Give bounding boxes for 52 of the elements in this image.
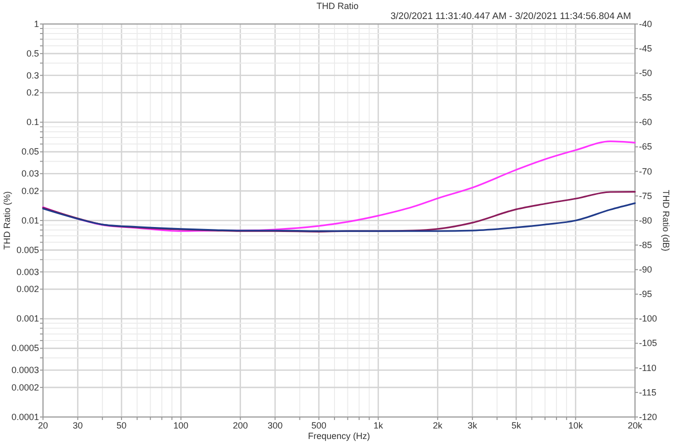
- y2-tick-label: -105: [639, 338, 658, 348]
- x-tick-label: 50: [116, 420, 127, 430]
- chart-title: THD Ratio: [316, 1, 359, 11]
- y2-tick-label: -90: [639, 264, 652, 275]
- y2-tick-label: -120: [639, 412, 658, 422]
- y-tick-label: 0.0003: [11, 365, 39, 376]
- y2-tick-label: -80: [639, 215, 652, 226]
- y2-tick-label: -110: [639, 362, 656, 373]
- x-tick-label: 10k: [568, 420, 584, 430]
- y2-tick-label: -75: [639, 190, 652, 201]
- y2-tick-label: -70: [639, 166, 652, 176]
- y2-tick-label: -95: [639, 289, 652, 300]
- y-tick-label: 0.002: [16, 284, 39, 294]
- x-tick-label: 1k: [374, 420, 384, 430]
- x-tick-label: 3k: [468, 420, 478, 430]
- y-tick-label: 0.0002: [11, 382, 39, 392]
- y-tick-label: 0.03: [21, 168, 39, 179]
- y2-tick-label: -115: [639, 387, 656, 398]
- x-tick-label: 20: [38, 420, 48, 430]
- x-tick-label: 5k: [511, 420, 522, 430]
- y-tick-label: 0.3: [26, 70, 39, 80]
- x-tick-label: 100: [173, 420, 188, 430]
- y-tick-label: 0.001: [16, 314, 39, 324]
- y-tick-label: 0.02: [21, 186, 39, 196]
- text: 3/20/2021 11:31:40.447 AM - 3/20/2021 11:34:56.804 AM: [390, 11, 632, 22]
- y-tick-label: 0.005: [16, 244, 39, 255]
- y2-tick-label: -50: [639, 68, 652, 78]
- y2-tick-label: -55: [639, 92, 652, 103]
- y2-axis-title: THD Ratio (dB): [661, 190, 671, 252]
- y-tick-label: 0.01: [21, 215, 39, 226]
- y-axis-title: THD Ratio (%): [2, 191, 12, 250]
- y-tick-label: 0.0001: [11, 412, 39, 422]
- y-tick-label: 1: [34, 18, 39, 29]
- y-tick-label: 0.1: [26, 117, 39, 128]
- y2-tick-label: -60: [639, 117, 652, 128]
- y-tick-label: 0.05: [21, 146, 39, 157]
- x-tick-label: 20k: [628, 420, 643, 430]
- x-axis-title: Frequency (Hz): [308, 431, 370, 441]
- x-tick-label: 500: [311, 420, 326, 430]
- y2-tick-label: -45: [639, 43, 652, 54]
- x-tick-label: 30: [72, 420, 83, 430]
- y2-tick-label: -100: [639, 314, 658, 324]
- y2-tick-label: -40: [639, 18, 652, 29]
- y-tick-label: 0.003: [16, 266, 39, 277]
- x-tick-label: 200: [232, 420, 248, 430]
- y-tick-label: 0.0005: [11, 343, 39, 354]
- y-tick-label: 0.5: [26, 48, 39, 58]
- x-tick-label: 300: [268, 420, 283, 430]
- y2-tick-label: -65: [639, 142, 652, 152]
- x-tick-label: 2k: [432, 420, 443, 430]
- y2-tick-label: -85: [639, 240, 652, 250]
- y-tick-label: 0.2: [26, 88, 39, 98]
